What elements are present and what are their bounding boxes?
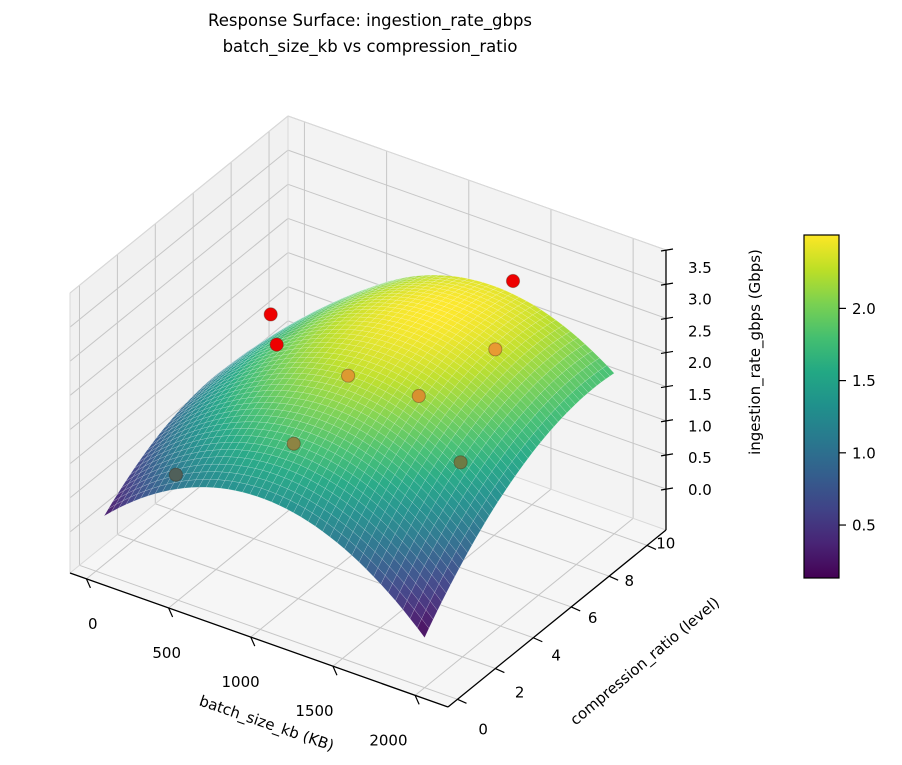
- z-tick-label: 2.0: [688, 354, 712, 372]
- y-tick-label: 10: [656, 535, 675, 553]
- chart-title-line1: Response Surface: ingestion_rate_gbps: [207, 11, 533, 30]
- response-surface-mesh: [103, 274, 615, 639]
- chart-title-line2: batch_size_kb vs compression_ratio: [222, 37, 518, 56]
- z-axis-label: ingestion_rate_gbps (Gbps): [746, 249, 765, 455]
- scatter-point-embedded: [168, 467, 183, 482]
- scatter-point-embedded: [341, 368, 356, 383]
- y-tick-label: 8: [624, 572, 634, 590]
- scatter-points: [168, 273, 521, 482]
- scatter-point-embedded: [488, 342, 503, 357]
- y-tick-label: 2: [515, 683, 525, 701]
- scatter-point-embedded: [411, 388, 426, 404]
- z-tick-label: 2.5: [688, 322, 712, 340]
- scatter-point-outlier: [269, 337, 284, 352]
- scatter-point-outlier: [263, 307, 278, 322]
- z-tick-label: 3.0: [688, 291, 712, 309]
- axis-ticks: [85, 248, 674, 705]
- axis-tick-labels: 0 500 1000 1500 2000 0 2 4 6 8 10 0.0 0.5 1.0 1.5 2.0 2.…: [88, 259, 712, 749]
- colorbar-tick-label: 0.5: [852, 517, 876, 535]
- x-tick-label: 1000: [222, 673, 260, 691]
- z-tick-label: 1.5: [688, 386, 712, 404]
- colorbar: 0.5 1.0 1.5 2.0: [803, 234, 876, 579]
- colorbar-tick-label: 1.5: [852, 372, 876, 390]
- z-tick-label: 3.5: [688, 259, 712, 277]
- colorbar-tick-label: 1.0: [852, 444, 876, 462]
- y-tick-label: 4: [551, 646, 561, 664]
- x-tick-label: 500: [152, 644, 181, 662]
- axis-spines: [69, 250, 667, 708]
- scatter-point-embedded: [453, 455, 468, 470]
- z-tick-label: 0.5: [688, 449, 712, 467]
- scatter-point-outlier: [505, 273, 521, 289]
- x-tick-label: 2000: [369, 731, 407, 749]
- y-tick-label: 0: [478, 721, 488, 739]
- colorbar-tick-label: 2.0: [852, 300, 876, 318]
- z-tick-label: 1.0: [688, 418, 712, 436]
- z-tick-label: 0.0: [688, 481, 712, 499]
- chart-title: Response Surface: ingestion_rate_gbps ba…: [30, 8, 710, 60]
- y-tick-label: 6: [588, 609, 598, 627]
- colorbar-gradient: [803, 234, 840, 579]
- x-tick-label: 0: [88, 615, 98, 633]
- x-tick-label: 1500: [295, 702, 333, 720]
- scatter-point-embedded: [286, 436, 301, 451]
